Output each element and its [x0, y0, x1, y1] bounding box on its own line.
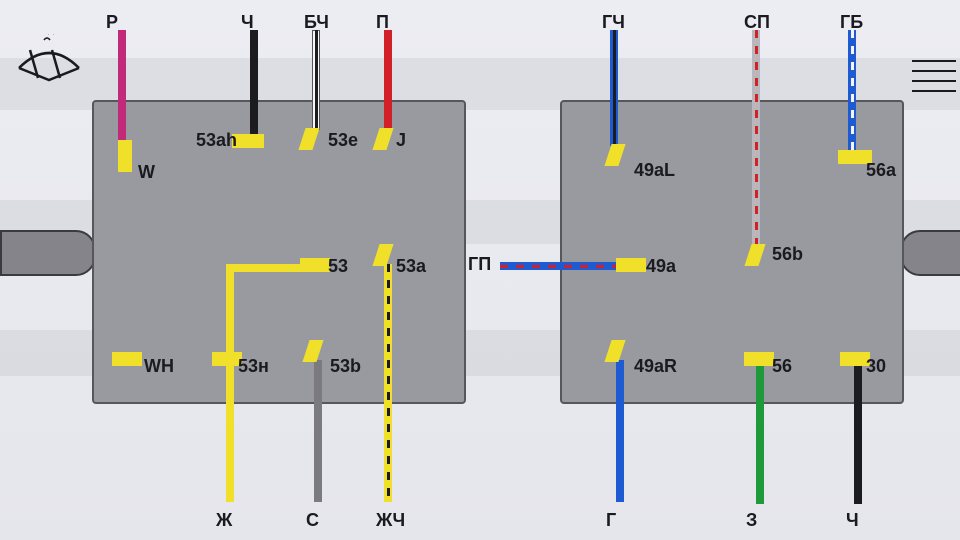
wire-Ch-top	[250, 30, 258, 138]
terminal-label-53ah: 53ah	[196, 130, 237, 151]
left-stalk	[0, 230, 96, 276]
wire-Ch-down	[854, 364, 862, 504]
terminal-56[interactable]	[744, 352, 774, 366]
wire-label-bottom: Ч	[846, 510, 859, 531]
wire-label-bottom: Ж	[216, 510, 232, 531]
wire-stripe-GCh	[613, 30, 616, 146]
terminal-label-30: 30	[866, 356, 886, 377]
terminal-label-W: W	[138, 162, 155, 183]
terminal-label-53H: 53н	[238, 356, 269, 377]
wire-Z-down	[756, 364, 764, 504]
terminal-label-49aR: 49aR	[634, 356, 677, 377]
wire-label-bottom: С	[306, 510, 319, 531]
wire-label-bottom: ЖЧ	[376, 510, 405, 531]
wire-Zh-horiz	[226, 264, 306, 272]
wire-label-top: СП	[744, 12, 770, 33]
wire-Pi	[384, 30, 392, 130]
diagram-stage: W 53ah 53e J 53 53a WH 53н 53b 49aL 56a 49a 56b 49aR 5…	[0, 0, 960, 540]
terminal-W[interactable]	[118, 140, 132, 172]
terminal-label-49aL: 49aL	[634, 160, 675, 181]
wire-stripe-BCh	[315, 30, 318, 130]
wire-G-down	[616, 360, 624, 502]
wire-P	[118, 30, 126, 142]
wire-label-top: П	[376, 12, 389, 33]
terminal-label-49a: 49a	[646, 256, 676, 277]
wire-label-gp: ГП	[468, 254, 491, 275]
terminal-label-53b: 53b	[330, 356, 361, 377]
terminal-53[interactable]	[300, 258, 330, 272]
wire-label-top: Ч	[241, 12, 254, 33]
right-stalk	[900, 230, 960, 276]
terminal-label-53a: 53a	[396, 256, 426, 277]
wire-label-top: БЧ	[304, 12, 329, 33]
wire-Zh-down	[226, 272, 234, 502]
terminal-49a[interactable]	[616, 258, 646, 272]
wire-stripe-GP	[500, 265, 618, 268]
terminal-label-WH: WH	[144, 356, 174, 377]
terminal-label-53: 53	[328, 256, 348, 277]
terminal-WH[interactable]	[112, 352, 142, 366]
wire-stripe-ZhCh	[387, 264, 390, 502]
wire-stripe-SP	[755, 30, 758, 246]
headlight-lines-icon	[912, 58, 956, 92]
wire-stripe-GB	[851, 30, 854, 152]
wire-label-top: ГБ	[840, 12, 863, 33]
wire-label-bottom: Г	[606, 510, 616, 531]
wire-label-bottom: З	[746, 510, 757, 531]
wiper-icon	[14, 34, 84, 84]
wire-label-top: ГЧ	[602, 12, 625, 33]
wire-label-top: Р	[106, 12, 118, 33]
terminal-label-56: 56	[772, 356, 792, 377]
terminal-label-56b: 56b	[772, 244, 803, 265]
terminal-label-J: J	[396, 130, 406, 151]
wire-S	[314, 360, 322, 502]
terminal-label-56a: 56a	[866, 160, 896, 181]
terminal-label-53e: 53e	[328, 130, 358, 151]
